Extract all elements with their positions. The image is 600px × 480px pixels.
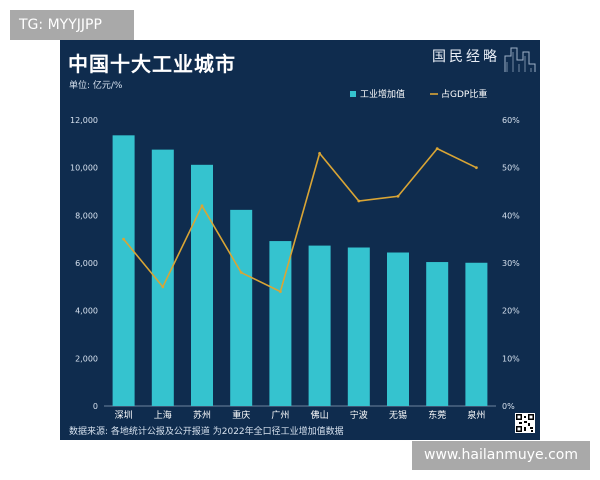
bar-mark bbox=[426, 262, 449, 406]
building-logo-icon bbox=[504, 47, 536, 72]
legend-label-line: 占GDP比重 bbox=[441, 88, 487, 100]
chart-title: 中国十大工业城市 bbox=[68, 52, 236, 76]
bar-mark bbox=[387, 252, 409, 406]
y-left-tick-label: 6,000 bbox=[75, 259, 98, 268]
x-tick-label: 广州 bbox=[271, 409, 289, 421]
brand-logo: 国民经略 bbox=[432, 49, 500, 65]
line-series-share-of-gdp bbox=[122, 147, 477, 293]
legend-bar-swatch bbox=[350, 91, 356, 97]
bar-mark bbox=[347, 247, 370, 406]
y-left-tick-label: 12,000 bbox=[70, 116, 98, 125]
x-tick-label: 深圳 bbox=[115, 410, 133, 421]
line-point bbox=[357, 199, 361, 203]
y-right-tick-label: 50% bbox=[502, 164, 520, 173]
y-left-tick-label: 0 bbox=[93, 402, 98, 411]
line-point bbox=[122, 237, 125, 241]
y-left-tick-label: 2,000 bbox=[75, 354, 98, 363]
source-note: 数据来源: 各地统计公报及公开报道 为2022年全口径工业增加值数据 bbox=[69, 427, 344, 437]
x-tick-label: 无锡 bbox=[389, 410, 407, 421]
bar-mark bbox=[112, 135, 135, 406]
x-tick-label: 佛山 bbox=[311, 409, 329, 421]
y-left-tick-label: 4,000 bbox=[75, 307, 98, 316]
x-tick-label: 东莞 bbox=[428, 409, 446, 421]
line-point bbox=[475, 166, 478, 170]
line-point bbox=[318, 151, 321, 155]
legend-label-bar: 工业增加值 bbox=[360, 88, 405, 100]
chart-svg: 12,000 10,000 8,000 6,000 4,000 2,000 0 60% 50% 4… bbox=[70, 88, 520, 421]
x-tick-label: 重庆 bbox=[232, 409, 250, 421]
watermark-tag-bottom: www.hailanmuye.com bbox=[412, 441, 590, 470]
y-left-tick-label: 8,000 bbox=[75, 211, 98, 220]
x-tick-label: 宁波 bbox=[350, 409, 368, 421]
y-right-tick-label: 0% bbox=[502, 402, 515, 411]
bar-mark bbox=[269, 241, 292, 406]
x-tick-label: 泉州 bbox=[467, 409, 485, 421]
y-right-tick-label: 40% bbox=[502, 211, 520, 220]
bar-mark bbox=[230, 209, 253, 406]
bar-mark bbox=[308, 245, 331, 406]
unit-label: 单位: 亿元/% bbox=[69, 81, 123, 91]
qr-code-icon[interactable] bbox=[515, 413, 535, 433]
chart-panel: 中国十大工业城市 单位: 亿元/% 国民经略 12,000 10,000 8,000… bbox=[60, 40, 540, 440]
line-point bbox=[279, 290, 282, 293]
y-left-tick-label: 10,000 bbox=[70, 164, 98, 173]
y-right-tick-label: 20% bbox=[502, 307, 520, 316]
bar-mark bbox=[191, 164, 213, 406]
line-point bbox=[200, 204, 204, 208]
watermark-tag-top: TG: MYYJJPP bbox=[10, 10, 134, 40]
x-tick-label: 上海 bbox=[154, 409, 172, 421]
line-point bbox=[239, 271, 243, 274]
y-right-tick-label: 30% bbox=[502, 259, 520, 268]
x-tick-label: 苏州 bbox=[193, 409, 211, 421]
bar-mark bbox=[151, 149, 174, 407]
bar-mark bbox=[465, 262, 488, 406]
y-right-tick-label: 60% bbox=[502, 116, 520, 125]
line-point bbox=[396, 194, 400, 198]
line-point bbox=[161, 285, 165, 289]
y-right-tick-label: 10% bbox=[502, 354, 520, 363]
line-point bbox=[435, 147, 439, 150]
